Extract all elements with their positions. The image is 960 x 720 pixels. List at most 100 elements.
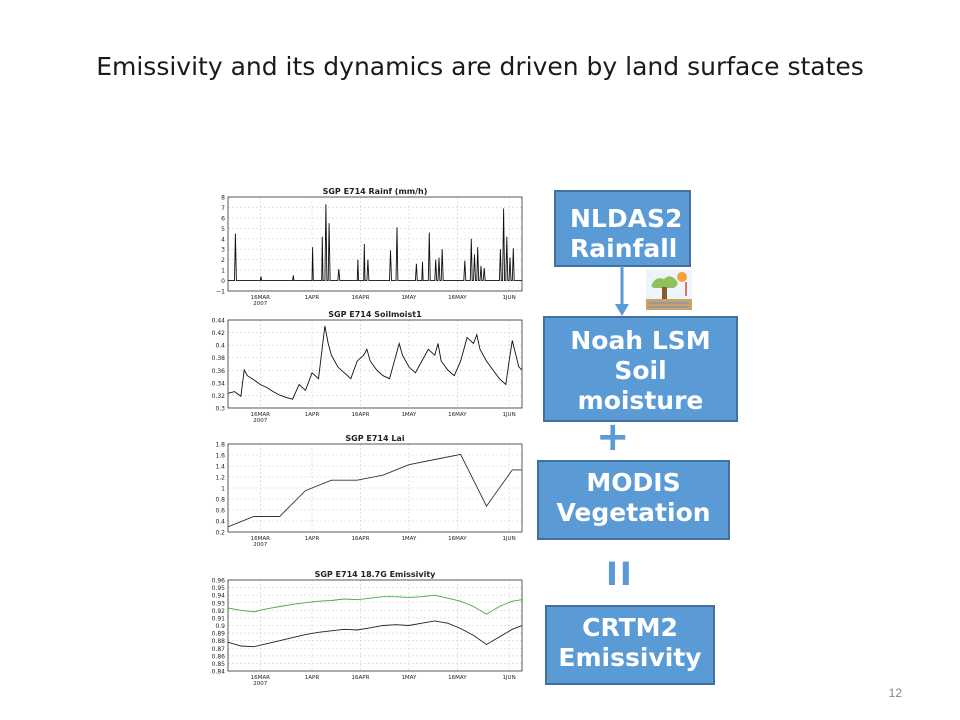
slide-title: Emissivity and its dynamics are driven b… <box>96 52 864 81</box>
box-line: Rainfall <box>570 234 678 263</box>
x-tick-label: 16APR <box>352 295 370 301</box>
y-tick-label: 0.96 <box>212 578 226 585</box>
soil-moisture-chart: SGP E714 Soilmoist1 0.44 0.42 0.4 0.38 0.36 0.… <box>200 308 530 430</box>
chart-svg: SGP E714 18.7G Emissivity0.960.950.940.9… <box>212 570 523 687</box>
y-tick-label: 0.84 <box>212 669 226 676</box>
y-tick-label: 0.95 <box>212 585 226 592</box>
series-line <box>227 594 523 615</box>
y-tick-label: 0.85 <box>212 661 226 668</box>
emissivity-chart: SGP E714 18.7G Emissivity 0.96 0.95 0.94 0.9… <box>200 568 530 693</box>
box-line: moisture <box>577 386 704 415</box>
y-tick-label: 1.6 <box>215 453 225 460</box>
y-tick-label: 0.4 <box>215 343 225 350</box>
x-tick-label: 16MAY <box>448 675 467 681</box>
y-tick-label: 0.94 <box>212 593 226 600</box>
nldas2-rainfall-box: NLDAS2 Rainfall <box>554 190 691 267</box>
series-line <box>228 204 522 282</box>
y-tick-label: 0.93 <box>212 600 226 607</box>
y-tick-label: 3 <box>221 247 225 254</box>
x-tick-label: 1APR <box>305 295 320 301</box>
y-tick-label: 0.2 <box>215 530 225 537</box>
x-tick-label: 16APR <box>352 412 370 418</box>
y-tick-label: 7 <box>221 205 225 212</box>
y-tick-label: 5 <box>221 226 225 233</box>
y-tick-label: 1.8 <box>215 442 225 449</box>
down-arrow <box>615 266 629 316</box>
y-tick-label: 0.91 <box>212 615 226 622</box>
x-tick-label: 16MAR <box>251 675 271 681</box>
x-tick-label: 1MAY <box>401 675 417 681</box>
x-tick-label: 16MAY <box>448 412 467 418</box>
series-line <box>227 325 523 400</box>
x-tick-label: 1JUN <box>502 536 515 542</box>
chart-svg: SGP E714 Soilmoist1 0.44 0.42 0.4 0.38 0.36 0.… <box>212 310 523 424</box>
x-tick-label: 16MAY <box>448 295 467 301</box>
series-line <box>227 453 522 528</box>
chart-title: SGP E714 Soilmoist1 <box>328 310 422 319</box>
page-number: 12 <box>888 686 902 700</box>
y-tick-label: 0.32 <box>212 393 226 400</box>
chart-title: SGP E714 18.7G Emissivity <box>315 570 437 579</box>
modis-vegetation-box: MODIS Vegetation <box>537 460 730 540</box>
plot-frame <box>227 443 523 533</box>
y-tick-label: 0 <box>221 278 225 285</box>
y-tick-label: 1 <box>221 486 225 493</box>
y-tick-label: 1.2 <box>215 475 225 482</box>
box-line: NLDAS2 <box>570 204 683 233</box>
y-tick-label: 4 <box>221 236 225 243</box>
box-line: CRTM2 <box>582 613 678 642</box>
chart-title: SGP E714 Lai <box>345 434 404 443</box>
x-tick-label: 1JUN <box>502 412 515 418</box>
y-tick-label: 8 <box>221 195 225 202</box>
chart-svg: SGP E714 Rainf (mm/h) 8 7 6 5 4 3 2 1 0 −1 16MAR200… <box>216 187 523 307</box>
x-tick-label: 16MAR <box>251 536 271 542</box>
box-line: Vegetation <box>556 498 711 527</box>
lai-chart: SGP E714 Lai 1.8 1.6 1.4 1.2 1 0.8 0.6 0.4 0.2 16M… <box>200 432 530 554</box>
y-tick-label: 0.42 <box>212 330 226 337</box>
y-tick-label: 0.34 <box>212 380 226 387</box>
chart-svg: SGP E714 Lai 1.8 1.6 1.4 1.2 1 0.8 0.6 0.4 0.2 16M… <box>215 434 523 548</box>
y-tick-label: 0.89 <box>212 631 226 638</box>
y-tick-label: 0.88 <box>212 638 226 645</box>
rainfall-chart: SGP E714 Rainf (mm/h) 8 7 6 5 4 3 2 1 0 −1 16MAR 200… <box>200 185 530 313</box>
crtm2-emissivity-box: CRTM2 Emissivity <box>545 605 715 685</box>
plot-frame <box>227 196 523 292</box>
y-tick-label: 0.3 <box>215 406 225 413</box>
plot-frame <box>227 319 523 409</box>
y-tick-label: 1.4 <box>215 464 225 471</box>
y-tick-label: 6 <box>221 215 225 222</box>
noah-lsm-soil-moisture-box: Noah LSM Soil moisture <box>543 316 738 422</box>
x-tick-label: 2007 <box>253 418 267 424</box>
equals-symbol: II <box>606 555 634 593</box>
y-tick-label: 0.87 <box>212 646 226 653</box>
x-tick-label: 1APR <box>305 412 320 418</box>
series-line <box>227 620 523 648</box>
x-tick-label: 2007 <box>253 301 267 307</box>
box-line: Noah LSM <box>570 326 711 355</box>
x-tick-label: 1MAY <box>401 536 417 542</box>
plus-symbol: + <box>596 414 630 460</box>
x-tick-label: 16APR <box>352 675 370 681</box>
y-tick-label: 0.44 <box>212 318 226 325</box>
x-tick-label: 2007 <box>253 681 267 687</box>
y-tick-label: 0.8 <box>215 497 225 504</box>
x-tick-label: 16MAR <box>251 295 271 301</box>
x-tick-label: 1JUN <box>502 295 515 301</box>
y-tick-label: 0.9 <box>215 623 225 630</box>
x-tick-label: 2007 <box>253 542 267 548</box>
x-tick-label: 1JUN <box>502 675 515 681</box>
box-line: MODIS <box>586 468 681 497</box>
y-tick-label: 0.36 <box>212 368 226 375</box>
y-tick-label: 0.4 <box>215 519 225 526</box>
x-tick-label: 16MAY <box>448 536 467 542</box>
y-tick-label: 1 <box>221 268 225 275</box>
y-tick-label: 0.38 <box>212 355 226 362</box>
x-tick-label: 1MAY <box>401 295 417 301</box>
y-tick-label: −1 <box>216 289 225 296</box>
chart-title: SGP E714 Rainf (mm/h) <box>323 187 428 196</box>
box-line: Soil <box>614 356 667 385</box>
y-tick-label: 0.86 <box>212 653 226 660</box>
land-surface-model-diagram-icon <box>646 270 692 310</box>
y-tick-label: 0.6 <box>215 508 225 515</box>
x-tick-label: 1APR <box>305 675 320 681</box>
